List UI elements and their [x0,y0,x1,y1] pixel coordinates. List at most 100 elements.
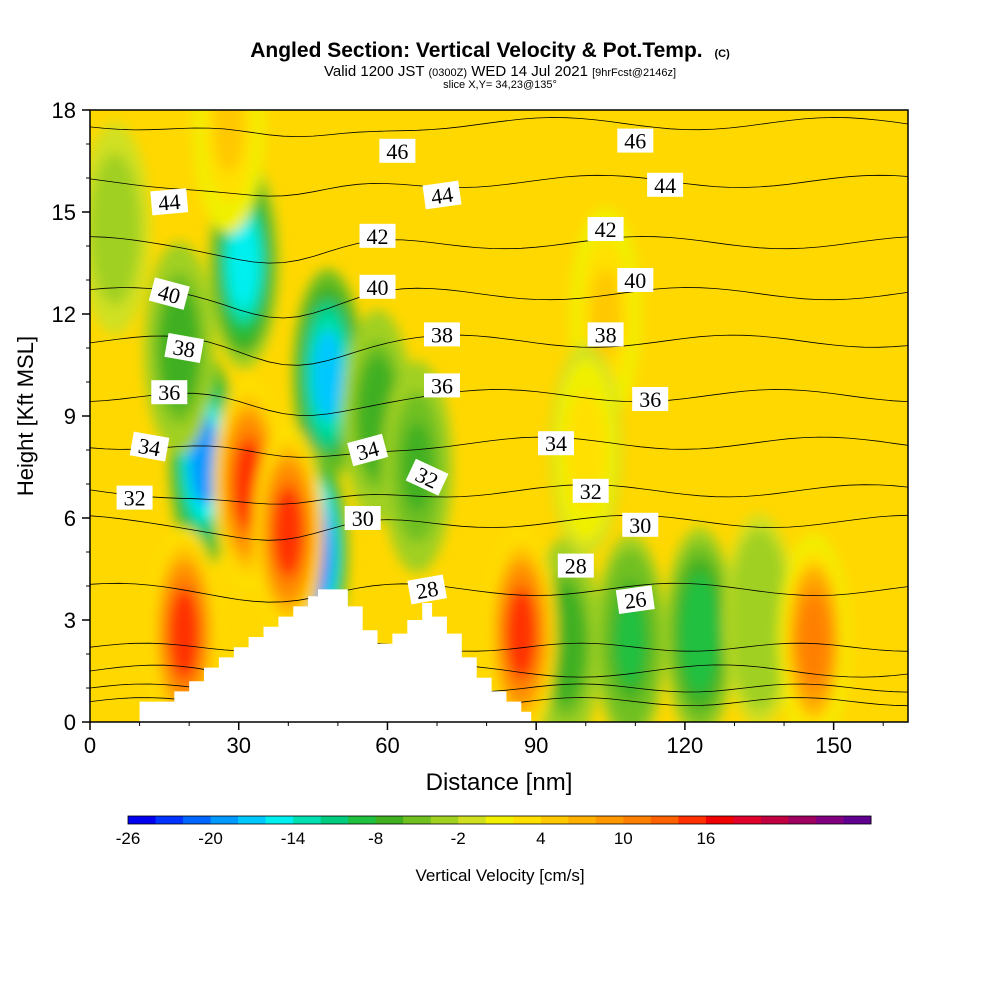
colorbar-swatch [733,816,762,824]
theta-label: 30 [344,506,381,531]
colorbar-swatch [788,816,817,824]
colorbar-swatch [293,816,322,824]
x-tick-label: 150 [815,733,852,758]
colorbar-tick-label: -14 [281,829,306,848]
theta-label-box [164,333,205,363]
colorbar-tick-label: 16 [696,829,715,848]
theta-label: 36 [151,380,188,405]
colorbar-swatch [403,816,432,824]
colorbar-swatch [375,816,404,824]
colorbar-swatch [540,816,569,824]
theta-label: 28 [557,553,594,579]
x-tick-label: 0 [84,733,96,758]
downdraft-cell [744,575,775,665]
theta-line [90,117,908,138]
theta-label-text: 40 [367,275,389,300]
theta-label: 26 [615,585,655,614]
chart-title: Angled Section: Vertical Velocity & Pot.… [250,39,730,62]
velocity-field [90,110,850,722]
theta-line [90,287,908,319]
theta-label: 44 [150,188,189,216]
theta-label-text: 26 [623,586,648,614]
y-tick-label: 3 [64,608,76,633]
colorbar-swatch [815,816,844,824]
colorbar-swatch [155,816,184,824]
chart-header: Angled Section: Vertical Velocity & Pot.… [250,39,730,91]
updraft-cell [273,486,304,577]
theta-label-box [359,274,396,299]
theta-label: 38 [587,322,624,347]
updraft-cell [506,588,537,679]
theta-label: 28 [407,574,447,605]
theta-label-text: 30 [629,513,651,538]
x-tick-label: 120 [667,733,704,758]
theta-label-text: 34 [545,431,567,456]
y-axis: 0 3 6 9 12 15 18 [52,98,90,735]
theta-label-text: 42 [595,217,617,242]
theta-line [90,334,908,366]
theta-label: 36 [632,387,669,412]
theta-label-text: 32 [580,479,602,504]
theta-label-text: 28 [414,576,440,604]
theta-line [90,436,908,458]
colorbar-swatch [513,816,542,824]
theta-label: 38 [424,322,460,347]
downdraft-cell [99,184,130,274]
y-tick-label: 0 [64,710,76,735]
theta-label: 34 [347,433,389,467]
colorbar-swatch [650,816,679,824]
valid-utc: (0300Z) [428,67,467,79]
theta-label-text: 38 [595,322,617,347]
colorbar-tick-label: -20 [198,829,223,848]
colorbar: -26 -20 -14 -8 -2 4 10 16 [116,815,872,848]
colorbar-swatch [183,816,212,824]
theta-label: 40 [359,274,396,300]
theta-label: 30 [622,512,659,538]
theta-label: 40 [617,268,654,293]
colorbar-swatch [595,816,624,824]
colorbar-tick-label: -8 [368,829,383,848]
colorbar-swatch [430,816,459,824]
colorbar-swatch [760,816,789,824]
colorbar-frame [127,815,872,825]
colorbar-swatch [623,816,652,824]
theta-line [90,236,908,264]
theta-label-text: 38 [431,322,453,347]
y-tick-label: 12 [52,302,76,327]
theta-label-box [151,380,188,405]
y-tick-label: 15 [52,200,76,225]
theta-label: 34 [129,431,170,462]
title-mark: (C) [714,48,730,60]
theta-label-box [424,322,460,347]
theta-label: 38 [164,333,205,363]
theta-label: 42 [587,217,624,242]
theta-label-text: 28 [565,554,587,579]
colorbar-swatch [843,816,872,824]
chart-subtitle: Valid 1200 JST (0300Z) WED 14 Jul 2021 [… [324,63,676,80]
theta-label-text: 42 [367,224,389,249]
colorbar-tick-label: 10 [614,829,633,848]
colorbar-swatch [348,816,377,824]
theta-label-text: 40 [624,268,646,293]
theta-label: 44 [647,172,684,198]
y-tick-label: 6 [64,506,76,531]
slice-info: slice X,Y= 34,23@135° [443,79,557,91]
theta-label: 40 [148,277,190,310]
theta-line [90,642,908,652]
theta-label-box [587,322,624,347]
colorbar-swatch [485,816,514,824]
theta-label-box [617,268,654,292]
colorbar-tick-label: -26 [116,829,141,848]
theta-label: 42 [359,223,396,249]
theta-label-box [129,431,170,462]
theta-label-box [617,128,654,153]
theta-line [90,174,908,197]
theta-label-box [572,478,609,503]
x-tick-label: 90 [524,733,548,758]
colorbar-label: Vertical Velocity [cm/s] [415,866,584,885]
colorbar-swatch [265,816,294,824]
x-tick-label: 60 [375,733,399,758]
colorbar-swatch [238,816,267,824]
theta-line [90,484,908,505]
theta-label-box [148,277,190,310]
